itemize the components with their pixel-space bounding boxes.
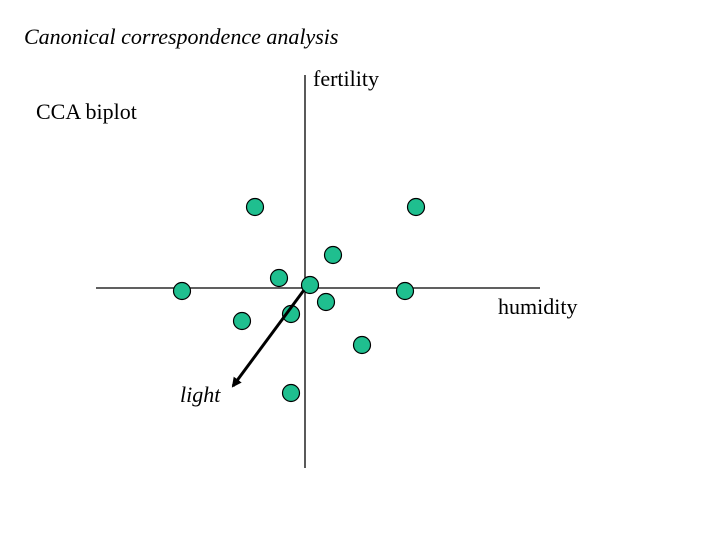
- site-point: [300, 275, 320, 295]
- site-point: [172, 281, 192, 301]
- diagram-subtitle: CCA biplot: [36, 99, 137, 124]
- site-point: [232, 311, 252, 331]
- site-point: [269, 268, 289, 288]
- light-arrow-label: light: [180, 382, 221, 407]
- site-point: [245, 197, 265, 217]
- site-point: [323, 245, 343, 265]
- humidity-axis-label: humidity: [498, 294, 578, 319]
- diagram-title: Canonical correspondence analysis: [24, 24, 339, 49]
- site-point: [316, 292, 336, 312]
- fertility-axis-label: fertility: [313, 66, 379, 91]
- site-point: [352, 335, 372, 355]
- site-point: [281, 383, 301, 403]
- site-point: [406, 197, 426, 217]
- light-gradient-arrow: [231, 289, 306, 388]
- site-point: [395, 281, 415, 301]
- site-points: [172, 197, 426, 403]
